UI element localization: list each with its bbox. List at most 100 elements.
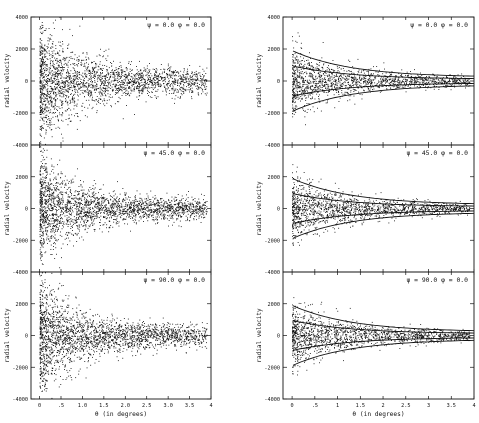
data-point [42,168,44,169]
data-point [53,219,55,221]
data-point [45,217,47,219]
data-point [158,75,160,77]
data-point [167,68,169,69]
data-point [77,90,78,92]
data-point [165,84,167,86]
data-point [78,206,80,208]
data-point [206,92,208,94]
data-point [56,62,58,64]
data-point [80,79,82,80]
data-point [46,64,47,66]
data-point [68,181,70,182]
data-point [50,109,52,111]
data-point [63,213,65,215]
data-point [201,216,202,218]
data-point [142,91,143,93]
data-point [149,76,151,78]
data-point [169,214,171,216]
data-point [164,76,166,78]
data-point [96,214,98,215]
data-point [205,79,207,80]
data-point [168,78,170,80]
data-point [44,45,46,47]
data-point [41,103,43,105]
data-point [42,59,44,60]
data-point [69,210,71,211]
data-point [164,78,166,80]
data-point [68,210,69,212]
data-point [115,219,117,221]
data-point [45,215,47,217]
data-point [60,69,62,71]
data-point [55,228,57,230]
data-point [145,75,147,77]
data-point [107,93,109,95]
data-point [43,75,45,77]
data-point [109,331,111,333]
data-point [182,80,184,82]
data-point [142,88,144,90]
data-point [50,80,52,82]
data-point [193,83,195,85]
data-point [189,216,191,218]
data-point [79,84,81,86]
data-point [154,74,156,75]
data-point [195,82,197,84]
data-point [39,171,41,173]
data-point [183,84,184,86]
data-point [177,80,179,82]
data-point [59,203,61,205]
data-point [135,86,137,88]
data-point [196,212,198,214]
data-point [109,227,111,229]
data-point [130,203,132,205]
data-point [138,212,139,214]
data-point [45,203,46,205]
data-point [97,80,99,82]
data-point [179,98,181,99]
data-point [152,81,154,83]
data-point [111,70,113,71]
data-point [42,233,44,234]
data-point [176,210,178,211]
data-point [66,322,68,323]
data-point [152,68,154,70]
data-point [112,90,113,92]
data-point [152,87,154,89]
data-point [41,219,42,221]
data-point [57,230,58,232]
data-point [131,61,132,63]
data-point [75,218,77,220]
data-point [103,103,105,105]
data-point [47,243,48,244]
data-point [196,74,197,76]
y-axis-label: radial velocity [4,54,11,109]
data-point [60,85,62,87]
data-point [60,207,62,209]
data-point [60,82,62,84]
data-point [66,96,67,98]
data-point [56,182,58,184]
data-point [82,76,84,78]
data-point [63,94,64,96]
data-point [79,212,81,214]
data-point [104,205,106,206]
data-point [145,201,147,203]
data-point [89,70,91,72]
data-point [103,212,105,213]
data-point [44,222,46,224]
data-point [46,52,48,54]
data-point [41,209,43,211]
data-point [125,197,127,199]
data-point [40,243,42,245]
data-point [50,118,52,120]
data-point [67,47,69,49]
data-point [77,219,79,220]
data-point [41,201,43,202]
data-point [70,70,72,72]
data-point [52,70,53,72]
data-point [137,79,139,81]
data-point [191,203,193,205]
data-point [188,84,189,86]
data-point [135,214,137,215]
